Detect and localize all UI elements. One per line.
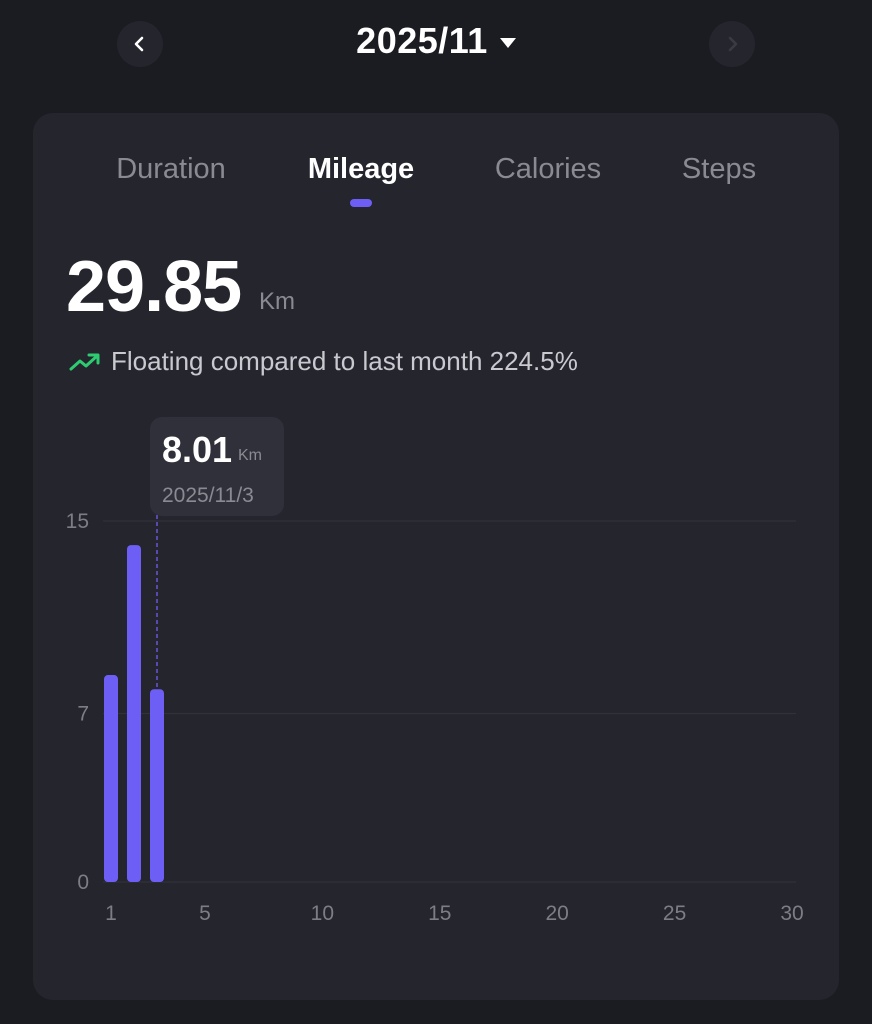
month-selector[interactable]: 2025/11 bbox=[0, 20, 872, 62]
x-tick-label: 25 bbox=[663, 902, 686, 925]
total-mileage-unit: Km bbox=[259, 288, 295, 315]
tab-steps[interactable]: Steps bbox=[681, 153, 757, 185]
x-tick-label: 1 bbox=[105, 902, 117, 925]
tooltip-unit: Km bbox=[238, 447, 262, 464]
y-tick-label: 7 bbox=[77, 703, 89, 726]
header: 2025/11 bbox=[0, 0, 872, 95]
tab-calories[interactable]: Calories bbox=[494, 153, 602, 185]
tooltip-value: 8.01 bbox=[162, 429, 233, 470]
stats-card: Duration Mileage Calories Steps 29.85 Km… bbox=[33, 113, 839, 1000]
tab-duration[interactable]: Duration bbox=[116, 153, 226, 185]
x-tick-label: 20 bbox=[545, 902, 568, 925]
trend-text: Floating compared to last month 224.5% bbox=[111, 346, 578, 376]
chevron-left-icon bbox=[134, 36, 144, 52]
bar-day-1 bbox=[104, 675, 118, 882]
y-tick-label: 0 bbox=[77, 871, 89, 894]
trend-up-icon bbox=[69, 353, 100, 370]
prev-month-button[interactable] bbox=[117, 21, 163, 67]
y-tick-label: 15 bbox=[66, 510, 89, 533]
tab-mileage[interactable]: Mileage bbox=[307, 153, 415, 185]
bar-day-2 bbox=[127, 545, 141, 882]
month-title[interactable]: 2025/11 bbox=[356, 20, 488, 61]
x-tick-label: 10 bbox=[311, 902, 334, 925]
x-tick-label: 30 bbox=[780, 902, 803, 925]
x-tick-label: 15 bbox=[428, 902, 451, 925]
x-tick-label: 5 bbox=[199, 902, 211, 925]
tooltip-date: 2025/11/3 bbox=[162, 484, 254, 507]
active-tab-indicator bbox=[350, 199, 372, 207]
trend-row: Floating compared to last month 224.5% bbox=[69, 346, 578, 377]
next-month-button[interactable] bbox=[709, 21, 755, 67]
bar-tooltip: 8.01 Km 2025/11/3 bbox=[150, 417, 284, 516]
total-mileage-value: 29.85 bbox=[66, 247, 242, 327]
caret-down-icon[interactable] bbox=[499, 38, 516, 48]
chevron-right-icon bbox=[728, 36, 738, 52]
bar-day-3 bbox=[150, 689, 164, 882]
